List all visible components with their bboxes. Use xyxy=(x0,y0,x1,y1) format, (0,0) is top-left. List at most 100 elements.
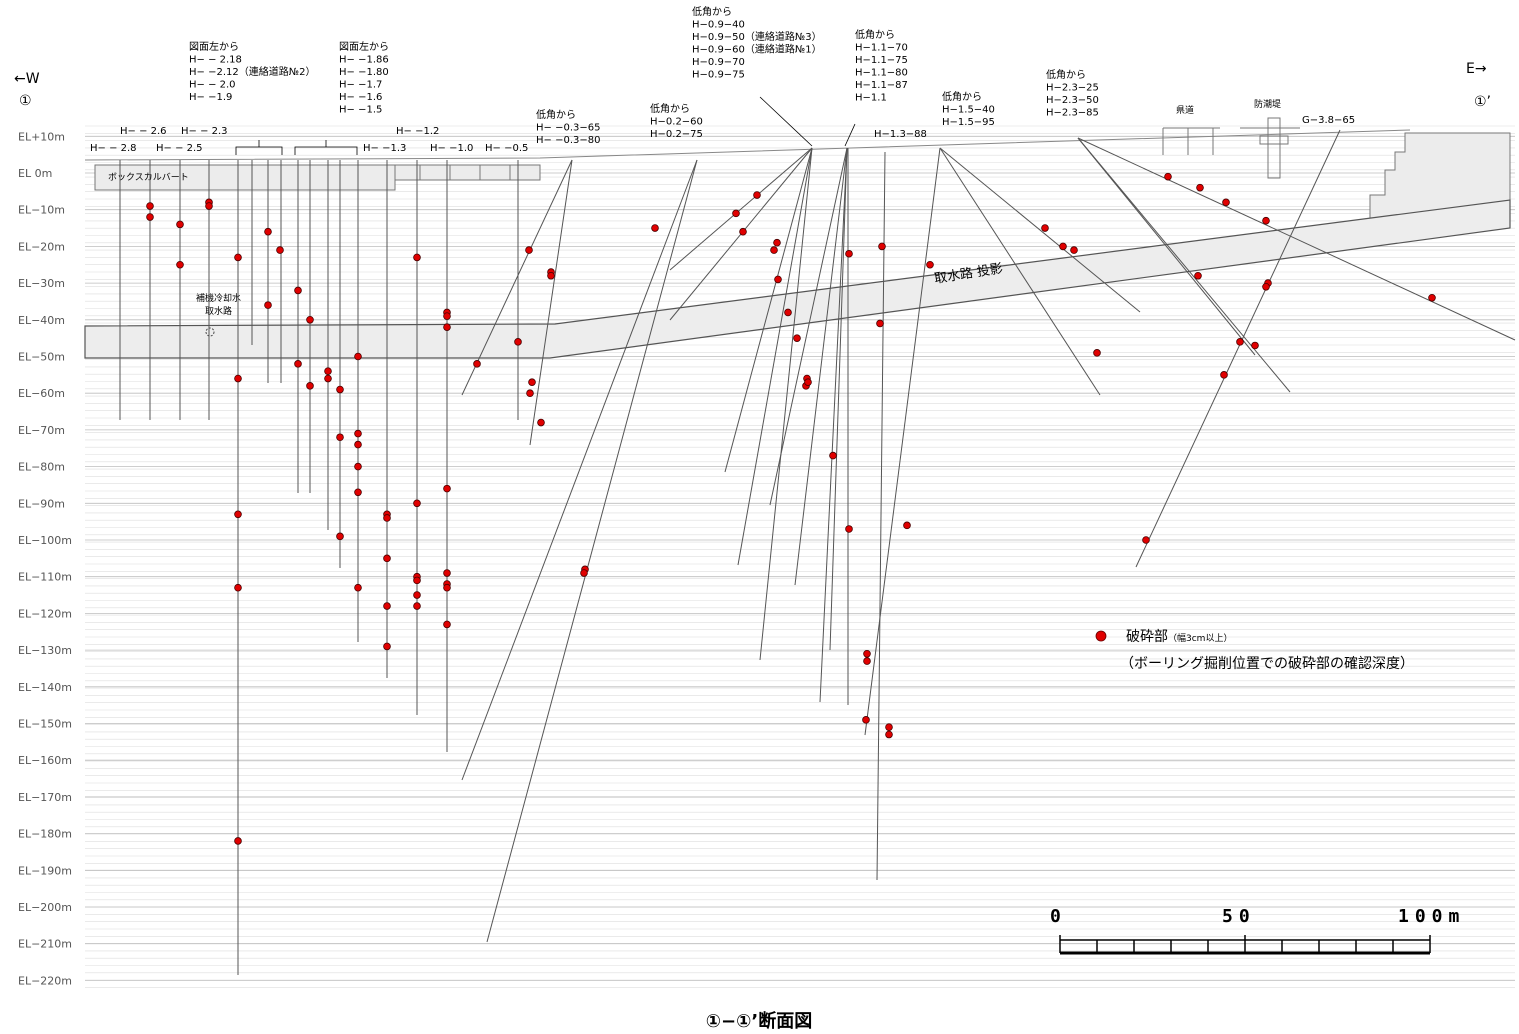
elevation-label: EL−50m xyxy=(18,351,65,364)
east-label: E→ xyxy=(1466,61,1487,77)
fracture-point xyxy=(324,374,332,383)
fracture-point xyxy=(264,227,272,236)
borehole-label: H−0.9−40 xyxy=(692,20,745,31)
fracture-point xyxy=(885,730,893,739)
fracture-point xyxy=(336,385,344,394)
fracture-point xyxy=(1194,271,1202,280)
borehole-line xyxy=(1077,137,1516,341)
borehole-label: H−1.1−70 xyxy=(855,43,908,54)
elevation-label: EL−130m xyxy=(18,644,72,657)
elevation-label: EL−190m xyxy=(18,864,72,877)
fracture-point xyxy=(473,360,481,368)
borehole-line xyxy=(461,159,573,396)
fracture-point xyxy=(383,602,391,610)
prefectural-road-label: 県道 xyxy=(1176,104,1194,116)
fracture-point xyxy=(845,525,853,533)
fracture-point xyxy=(885,723,893,731)
borehole-line xyxy=(529,159,573,446)
borehole-label: 低角から xyxy=(650,102,690,115)
ground-surface xyxy=(84,129,1411,161)
borehole-label: H− −1.6 xyxy=(339,92,382,103)
borehole-label: 低角から xyxy=(692,5,732,18)
fracture-point xyxy=(1041,224,1049,232)
fracture-point xyxy=(1059,242,1067,251)
fracture-point xyxy=(306,382,314,390)
intake-tunnel-projection xyxy=(84,199,1511,359)
fracture-point xyxy=(176,260,184,269)
fracture-point xyxy=(413,576,421,585)
intake-pipe-icon xyxy=(205,327,215,337)
fracture-point xyxy=(354,462,362,471)
borehole-label: H−0.9−50（連絡道路№3） xyxy=(692,30,822,43)
elevation-label: EL−90m xyxy=(18,497,65,510)
fracture-point xyxy=(739,227,747,236)
borehole-label: H−0.9−70 xyxy=(692,57,745,68)
borehole-label: H− − 2.5 xyxy=(156,143,203,154)
legend-fracture-marker xyxy=(1095,630,1107,642)
borehole-label: H− −1.7 xyxy=(339,80,382,91)
fracture-point xyxy=(829,451,837,460)
fracture-point xyxy=(863,649,871,658)
fracture-point xyxy=(294,286,302,295)
fracture-point xyxy=(770,246,778,254)
fracture-points xyxy=(146,172,1436,845)
borehole-label: H−1.1−80 xyxy=(855,68,908,79)
borehole-label: H−0.9−75 xyxy=(692,70,745,81)
borehole-line xyxy=(724,147,813,473)
legend-note: （ボーリング掘削位置での破砕部の確認深度） xyxy=(1120,656,1414,672)
borehole-labels: H− − 2.8 H− − 2.6 H− − 2.5 H− − 2.3 図面左から H− … xyxy=(90,5,1355,154)
fracture-point xyxy=(1070,246,1078,254)
legend-sublabel: （幅3cm以上） xyxy=(1168,632,1232,644)
intake-label-2: 取水路 xyxy=(205,305,232,317)
borehole-line xyxy=(759,147,813,661)
borehole-label: G−3.8−65 xyxy=(1302,115,1355,126)
fracture-point xyxy=(413,499,421,508)
elevation-label: EL−120m xyxy=(18,607,72,620)
fracture-point xyxy=(845,249,853,258)
fracture-point xyxy=(234,583,242,592)
fracture-point xyxy=(753,191,761,199)
scale-tick-0: 0 xyxy=(1050,906,1067,927)
fracture-point xyxy=(537,418,545,427)
borehole-label: 図面左から xyxy=(189,40,239,53)
fracture-point xyxy=(773,238,781,247)
elevation-label: EL−160m xyxy=(18,754,72,767)
elevation-label: EL−10m xyxy=(18,204,65,217)
elevation-label: EL−140m xyxy=(18,681,72,694)
borehole-label: H− − 2.0 xyxy=(189,80,236,91)
fracture-point xyxy=(862,716,870,724)
fracture-point xyxy=(383,514,391,522)
borehole-line xyxy=(876,151,886,881)
west-label: ←W xyxy=(14,71,40,87)
fracture-point xyxy=(528,378,536,386)
borehole-label: H− −1.0 xyxy=(430,143,473,154)
fracture-point xyxy=(793,334,801,342)
fracture-point xyxy=(443,569,451,577)
borehole-label: H− −0.3−65 xyxy=(536,123,600,134)
borehole-label: H−1.1−87 xyxy=(855,80,908,91)
fracture-point xyxy=(276,246,284,254)
borehole-label: H− −1.80 xyxy=(339,67,389,78)
borehole-line xyxy=(1077,137,1256,356)
borehole-label: H−0.2−60 xyxy=(650,117,703,128)
fracture-point xyxy=(354,429,362,438)
fracture-point xyxy=(651,224,659,232)
borehole-label: H−0.2−75 xyxy=(650,129,703,140)
seawall-label: 防潮堤 xyxy=(1254,98,1281,110)
fracture-point xyxy=(804,378,812,386)
fracture-point xyxy=(443,620,451,629)
fracture-point xyxy=(146,202,154,210)
road-and-seawall xyxy=(1162,117,1300,179)
fracture-point xyxy=(878,242,886,251)
fracture-point xyxy=(413,591,421,599)
borehole-line xyxy=(769,147,848,506)
fracture-point xyxy=(354,488,362,497)
fracture-point xyxy=(1251,341,1259,350)
fracture-point xyxy=(234,253,242,262)
borehole-label: H−1.1−75 xyxy=(855,55,908,66)
fracture-point xyxy=(863,657,871,665)
borehole-line xyxy=(461,159,698,781)
borehole-label: H−1.5−95 xyxy=(942,117,995,128)
fracture-point xyxy=(413,602,421,610)
borehole-label: H− −0.5 xyxy=(485,143,528,154)
